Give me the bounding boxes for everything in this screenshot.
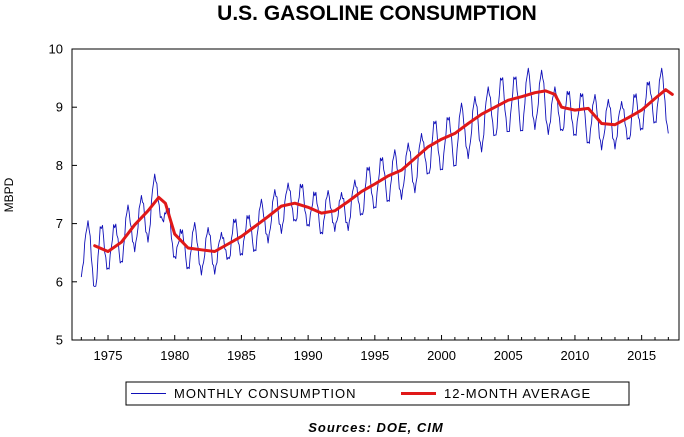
y-tick-label: 7 bbox=[56, 216, 63, 231]
legend-box bbox=[125, 381, 630, 406]
source-note: Sources: DOE, CIM bbox=[308, 420, 444, 435]
x-axis: 1975 1980 1985 1990 1995 2000 2005 2010 2015 bbox=[80, 335, 669, 363]
x-tick-label: 2010 bbox=[560, 348, 589, 363]
y-tick-label: 5 bbox=[56, 333, 63, 348]
y-axis: 5 6 7 8 9 10 bbox=[49, 42, 77, 348]
x-tick-label: 1985 bbox=[227, 348, 256, 363]
plot-area bbox=[71, 48, 680, 341]
chart-title: U.S. GASOLINE CONSUMPTION bbox=[217, 2, 537, 25]
x-tick-label: 2015 bbox=[627, 348, 656, 363]
x-tick-label: 1995 bbox=[360, 348, 389, 363]
x-tick-label: 1975 bbox=[94, 348, 123, 363]
legend-label-average: 12-MONTH AVERAGE bbox=[444, 386, 591, 401]
y-tick-label: 8 bbox=[56, 158, 63, 173]
x-tick-label: 1990 bbox=[294, 348, 323, 363]
y-tick-label: 10 bbox=[49, 42, 63, 57]
legend: MONTHLY CONSUMPTION 12-MONTH AVERAGE bbox=[125, 381, 630, 406]
x-tick-label: 1980 bbox=[160, 348, 189, 363]
series-layer bbox=[80, 67, 674, 287]
y-tick-label: 6 bbox=[56, 274, 63, 289]
series-12-month-average-line bbox=[93, 88, 674, 253]
x-tick-label: 2000 bbox=[427, 348, 456, 363]
legend-label-monthly: MONTHLY CONSUMPTION bbox=[174, 386, 356, 401]
y-tick-label: 9 bbox=[56, 100, 63, 115]
x-tick-label: 2005 bbox=[494, 348, 523, 363]
y-axis-label: MBPD bbox=[2, 177, 16, 212]
